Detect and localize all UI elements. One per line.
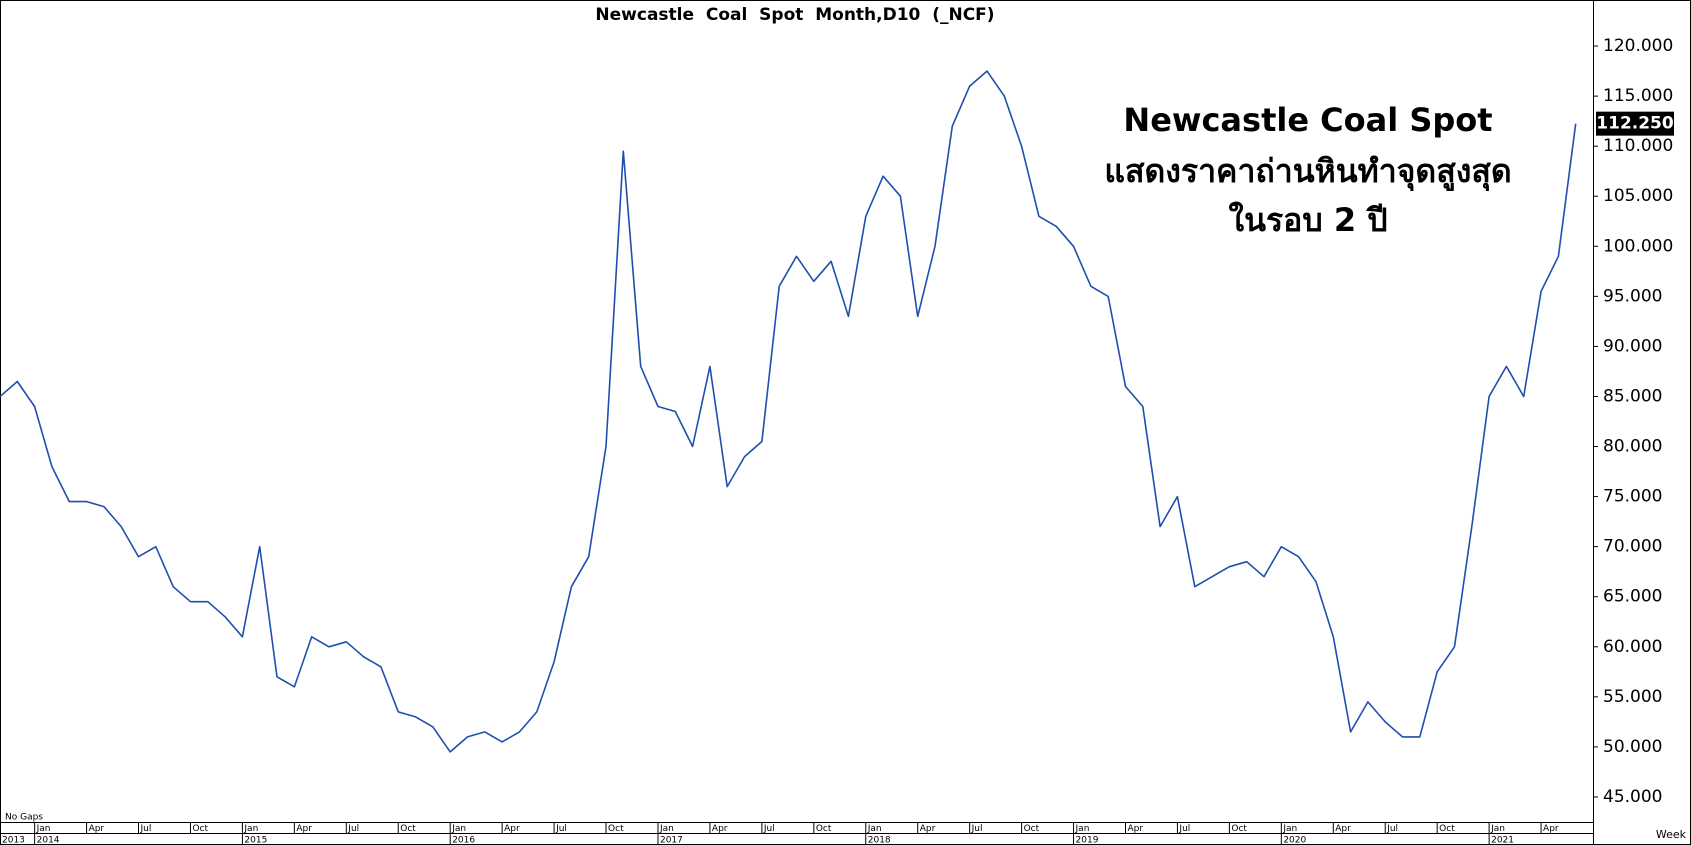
x-tick-label: Jan bbox=[36, 824, 51, 834]
x-tick-label: Oct bbox=[1439, 824, 1455, 834]
y-tick-label: 85.000 bbox=[1603, 386, 1662, 406]
x-tick-label: Jul bbox=[347, 824, 359, 834]
y-tick-label: 50.000 bbox=[1603, 737, 1662, 757]
x-tick-label: Jan bbox=[451, 824, 466, 834]
x-tick-label: Jan bbox=[1075, 824, 1090, 834]
x-tick-label: Apr bbox=[712, 824, 728, 834]
year-tick-label: 2019 bbox=[1076, 836, 1099, 845]
x-tick-label: Apr bbox=[1127, 824, 1143, 834]
annotation: Newcastle Coal Spot bbox=[1123, 101, 1492, 139]
y-tick-label: 105.000 bbox=[1603, 186, 1673, 206]
x-tick-label: Jul bbox=[763, 824, 775, 834]
price-line bbox=[0, 70, 1577, 753]
x-tick-label: Apr bbox=[89, 824, 105, 834]
y-tick-label: 80.000 bbox=[1603, 437, 1662, 457]
year-tick-label: 2020 bbox=[1283, 836, 1306, 845]
x-tick-label: Jul bbox=[1178, 824, 1190, 834]
y-tick-label: 75.000 bbox=[1603, 487, 1662, 507]
x-tick-label: Apr bbox=[296, 824, 312, 834]
x-tick-label: Apr bbox=[920, 824, 936, 834]
x-tick-label: Oct bbox=[816, 824, 832, 834]
annotation: แสดงราคาถ่านหินทำจุดสูงสุด bbox=[1104, 152, 1511, 192]
year-tick-label: 2016 bbox=[452, 836, 475, 845]
year-tick-label: 2017 bbox=[660, 836, 683, 845]
x-tick-label: Jan bbox=[1490, 824, 1505, 834]
x-tick-label: Apr bbox=[1543, 824, 1559, 834]
chart-title: Newcastle Coal Spot Month,D10 (_NCF) bbox=[595, 5, 994, 25]
x-tick-label: Jul bbox=[555, 824, 567, 834]
x-tick-label: Jan bbox=[243, 824, 258, 834]
x-tick-label: Jul bbox=[140, 824, 152, 834]
x-tick-label: Oct bbox=[192, 824, 208, 834]
last-value-box bbox=[1596, 111, 1674, 136]
y-tick-label: 60.000 bbox=[1603, 637, 1662, 657]
x-tick-label: Jan bbox=[867, 824, 882, 834]
x-tick-label: Jan bbox=[1282, 824, 1297, 834]
year-tick-label: 2013 bbox=[2, 836, 25, 845]
y-tick-label: 110.000 bbox=[1603, 136, 1673, 156]
y-tick-label: 100.000 bbox=[1603, 236, 1673, 256]
x-tick-label: Apr bbox=[504, 824, 520, 834]
x-tick-label: Jul bbox=[971, 824, 983, 834]
x-tick-label: Jul bbox=[1386, 824, 1398, 834]
annotation: ในรอบ 2 ปี bbox=[1228, 201, 1387, 239]
period-label: Week bbox=[1656, 828, 1687, 841]
year-tick-label: 2014 bbox=[37, 836, 60, 845]
year-tick-label: 2021 bbox=[1491, 836, 1514, 845]
x-tick-label: Oct bbox=[1231, 824, 1247, 834]
y-tick-label: 55.000 bbox=[1603, 687, 1662, 707]
y-tick-label: 45.000 bbox=[1603, 787, 1662, 807]
y-tick-label: 65.000 bbox=[1603, 587, 1662, 607]
year-tick-label: 2018 bbox=[868, 836, 891, 845]
x-tick-label: Jan bbox=[659, 824, 674, 834]
y-tick-label: 90.000 bbox=[1603, 336, 1662, 356]
y-tick-label: 115.000 bbox=[1603, 86, 1673, 106]
footer-note: No Gaps bbox=[5, 813, 43, 823]
x-tick-label: Oct bbox=[1024, 824, 1040, 834]
x-tick-label: Oct bbox=[608, 824, 624, 834]
year-tick-label: 2015 bbox=[244, 836, 267, 845]
x-tick-label: Oct bbox=[400, 824, 416, 834]
y-tick-label: 120.000 bbox=[1603, 36, 1673, 56]
y-tick-label: 95.000 bbox=[1603, 286, 1662, 306]
x-tick-label: Apr bbox=[1335, 824, 1351, 834]
last-value-label: 112.250 bbox=[1596, 114, 1674, 134]
y-tick-label: 70.000 bbox=[1603, 537, 1662, 557]
